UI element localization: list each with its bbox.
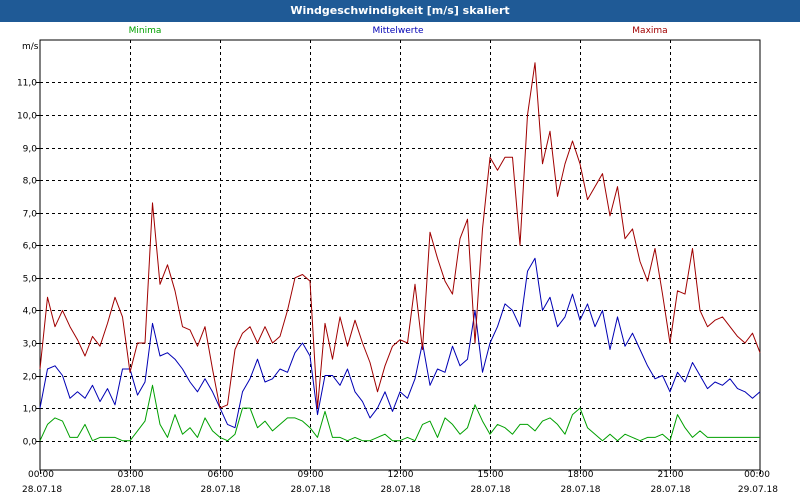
x-tick-date: 28.07.18 [22,485,62,495]
x-tick-date: 28.07.18 [290,485,330,495]
y-tick-label: 5,0 [23,275,38,285]
y-tick-label: 10,0 [17,112,37,122]
x-tick-time: 18:00 [568,470,594,480]
x-tick-date: 28.07.18 [470,485,510,495]
x-tick-date: 29.07.18 [738,485,778,495]
legend-mittelwerte: Mittelwerte [372,26,423,36]
series-lines [39,62,761,442]
series-line-maxima [39,62,761,409]
x-axis-ticks: 00:00 28.07.18 03:00 28.07.18 06:00 28.07.18 0… [22,470,778,495]
x-tick-date: 28.07.18 [650,485,690,495]
series-line-mittelwerte [39,257,761,429]
y-tick-label: 9,0 [23,145,38,155]
x-tick-date: 28.07.18 [560,485,600,495]
y-tick-label: 8,0 [23,177,38,187]
legend-maxima: Maxima [632,26,667,36]
x-tick-time: 15:00 [478,470,504,480]
y-tick-label: 4,0 [23,307,38,317]
x-tick-time: 09:00 [298,470,324,480]
y-axis-label: m/s [22,42,39,52]
chart-title: Windgeschwindigkeit [m/s] skaliert [290,4,510,17]
y-axis-ticks: 0,0 1,0 2,0 3,0 4,0 5,0 6,0 7,0 8,0 9,0 10,0 11,0 [17,79,40,448]
y-tick-label: 11,0 [17,79,37,89]
y-tick-label: 2,0 [23,373,38,383]
grid [39,39,761,471]
x-tick-time: 00:00 [28,470,54,480]
y-tick-label: 6,0 [23,242,38,252]
x-tick-date: 28.07.18 [380,485,420,495]
x-tick-date: 28.07.18 [110,485,150,495]
x-tick-time: 21:00 [658,470,684,480]
x-tick-date: 28.07.18 [200,485,240,495]
title-bar [0,0,800,22]
y-tick-label: 3,0 [23,340,38,350]
x-tick-time: 03:00 [118,470,144,480]
chart-background [0,22,800,500]
x-tick-time: 06:00 [208,470,234,480]
y-tick-label: 7,0 [23,210,38,220]
x-tick-time: 12:00 [388,470,414,480]
y-tick-label: 1,0 [23,405,38,415]
series-line-minima [39,384,760,442]
y-tick-label: 0,0 [23,438,38,448]
x-tick-time: 00:00 [744,470,770,480]
legend-minima: Minima [129,26,162,36]
